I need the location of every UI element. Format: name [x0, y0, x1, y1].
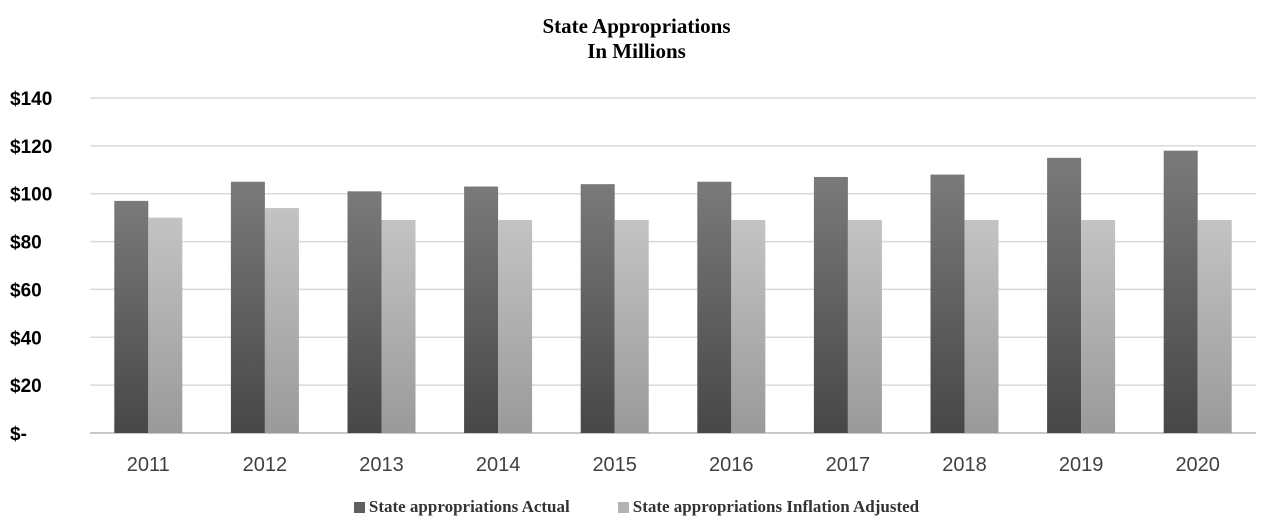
y-tick-label: $60: [10, 280, 42, 301]
bar-inflation-adjusted: [731, 220, 766, 433]
legend: State appropriations Actual State approp…: [0, 497, 1273, 517]
bar-inflation-adjusted: [264, 208, 299, 433]
x-tick-label: 2020: [1175, 454, 1220, 476]
legend-label-actual: State appropriations Actual: [368, 497, 570, 516]
x-tick-label: 2013: [359, 454, 404, 476]
y-tick-label: $80: [10, 233, 42, 254]
bar-inflation-adjusted: [381, 220, 416, 433]
bar-actual: [813, 176, 848, 433]
bar-inflation-adjusted: [614, 220, 649, 433]
plot-area: $- $20 $40 $60 $80 $100 $120 $140 2011 2012 2013 20…: [10, 89, 1256, 476]
bar-inflation-adjusted: [964, 220, 999, 433]
legend-label-inflation-adjusted: State appropriations Inflation Adjusted: [632, 497, 920, 516]
x-tick-label: 2019: [1059, 454, 1104, 476]
y-tick-label: $100: [10, 185, 52, 206]
y-tick-label: $120: [10, 137, 52, 158]
bar-inflation-adjusted: [847, 220, 882, 433]
bar-inflation-adjusted: [1197, 220, 1232, 433]
bar-actual: [930, 174, 965, 434]
chart-subtitle: In Millions: [587, 39, 686, 63]
bar-actual: [1047, 157, 1082, 434]
x-tick-label: 2017: [826, 454, 871, 476]
bar-inflation-adjusted: [498, 220, 533, 433]
bar-actual: [347, 191, 382, 433]
x-tick-label: 2015: [592, 454, 637, 476]
x-tick-label: 2016: [709, 454, 754, 476]
y-tick-label: $140: [10, 89, 52, 110]
bar-actual: [464, 186, 499, 433]
legend-item-inflation-adjusted: State appropriations Inflation Adjusted: [617, 497, 920, 517]
x-tick-label: 2012: [243, 454, 288, 476]
bar-inflation-adjusted: [1081, 220, 1116, 433]
y-tick-label: $20: [10, 376, 42, 397]
x-tick-label: 2014: [476, 454, 521, 476]
y-tick-label: $-: [10, 424, 27, 445]
bar-actual: [1163, 150, 1198, 433]
legend-swatch-inflation-adjusted: [617, 501, 629, 513]
bar-actual: [114, 200, 149, 433]
legend-swatch-actual: [353, 501, 365, 513]
x-tick-label: 2011: [127, 454, 170, 476]
chart-title: State Appropriations: [542, 14, 731, 38]
x-tick-label: 2018: [942, 454, 987, 476]
bar-actual: [697, 181, 732, 433]
y-tick-label: $40: [10, 328, 42, 349]
bar-actual: [230, 181, 265, 433]
legend-item-actual: State appropriations Actual: [353, 497, 570, 517]
bar-actual: [580, 184, 615, 433]
bar-inflation-adjusted: [148, 217, 183, 433]
